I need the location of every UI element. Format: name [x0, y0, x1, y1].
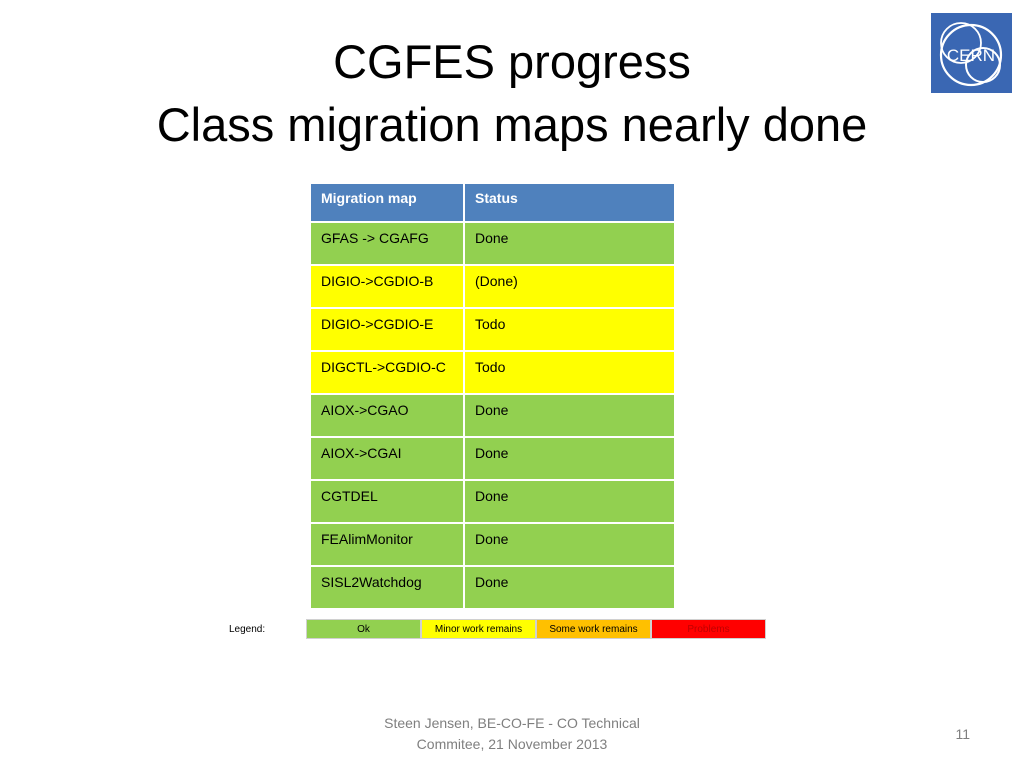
footer: Steen Jensen, BE-CO-FE - CO Technical Co…: [352, 713, 672, 755]
cern-logo: CERN: [931, 13, 1012, 93]
migration-map-cell: FEAlimMonitor: [309, 522, 465, 567]
status-cell: Done: [463, 479, 676, 524]
legend: Ok Minor work remains Some work remains Pro…: [306, 619, 766, 639]
status-cell: Todo: [463, 307, 676, 352]
table-row: DIGCTL->CGDIO-C Todo: [309, 350, 676, 395]
slide-title-line-2: Class migration maps nearly done: [156, 98, 868, 151]
legend-item: Problems: [651, 619, 766, 639]
legend-item: Minor work remains: [421, 619, 536, 639]
table-row: AIOX->CGAO Done: [309, 393, 676, 438]
table-row: AIOX->CGAI Done: [309, 436, 676, 481]
migration-map-cell: AIOX->CGAI: [309, 436, 465, 481]
migration-map-cell: DIGIO->CGDIO-E: [309, 307, 465, 352]
table-row: DIGIO->CGDIO-B (Done): [309, 264, 676, 309]
slide-title-line-1: CGFES progress: [333, 35, 691, 88]
table-header-row: Migration map Status: [309, 182, 676, 223]
table-row: GFAS -> CGAFG Done: [309, 221, 676, 266]
status-cell: Todo: [463, 350, 676, 395]
status-cell: Done: [463, 522, 676, 567]
status-cell: (Done): [463, 264, 676, 309]
migration-table: Migration map Status GFAS -> CGAFG Done DI…: [309, 182, 676, 610]
footer-line-2: Commitee, 21 November 2013: [416, 736, 608, 752]
migration-map-cell: SISL2Watchdog: [309, 565, 465, 610]
migration-map-cell: DIGCTL->CGDIO-C: [309, 350, 465, 395]
legend-label: Legend:: [229, 624, 266, 635]
status-cell: Done: [463, 436, 676, 481]
legend-item: Ok: [306, 619, 421, 639]
migration-map-cell: DIGIO->CGDIO-B: [309, 264, 465, 309]
migration-map-cell: AIOX->CGAO: [309, 393, 465, 438]
footer-line-1: Steen Jensen, BE-CO-FE - CO Technical: [384, 715, 640, 731]
status-cell: Done: [463, 393, 676, 438]
migration-map-cell: GFAS -> CGAFG: [309, 221, 465, 266]
migration-map-cell: CGTDEL: [309, 479, 465, 524]
legend-item: Some work remains: [536, 619, 651, 639]
logo-text: CERN: [947, 46, 995, 65]
page-number: 11: [955, 726, 970, 742]
header-status: Status: [463, 182, 676, 223]
table-row: SISL2Watchdog Done: [309, 565, 676, 610]
table-row: FEAlimMonitor Done: [309, 522, 676, 567]
table-row: DIGIO->CGDIO-E Todo: [309, 307, 676, 352]
status-cell: Done: [463, 565, 676, 610]
header-migration-map: Migration map: [309, 182, 465, 223]
table-row: CGTDEL Done: [309, 479, 676, 524]
slide-title: CGFES progress Class migration maps near…: [0, 30, 1024, 156]
status-cell: Done: [463, 221, 676, 266]
